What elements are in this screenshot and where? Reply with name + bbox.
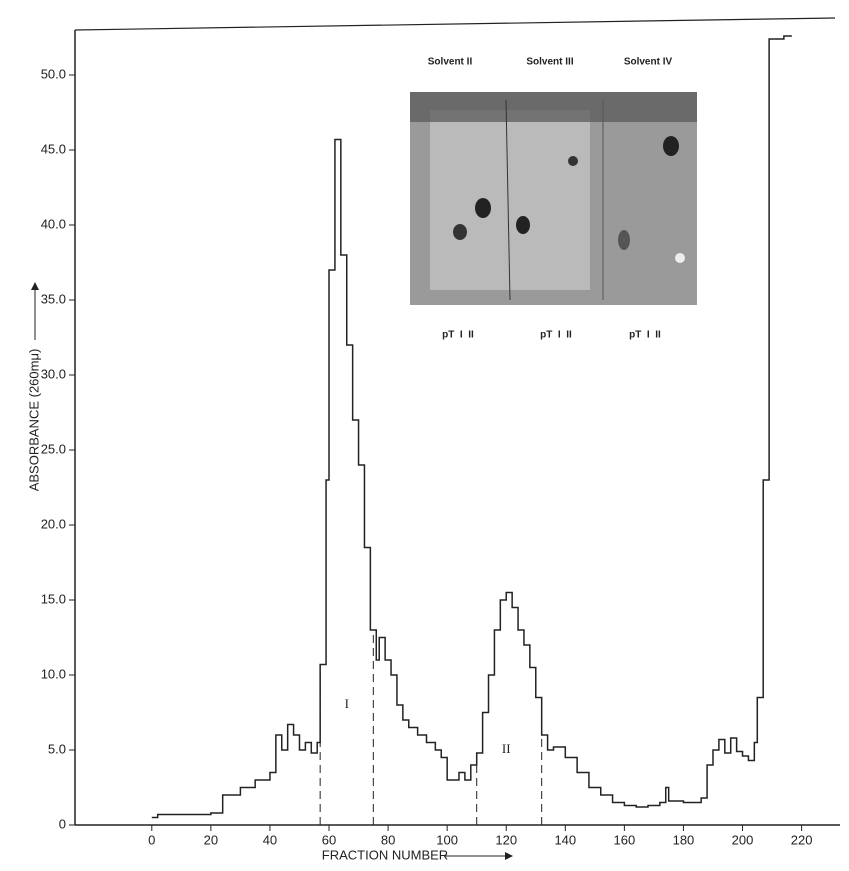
spot [618, 230, 630, 250]
y-tick-label: 30.0 [41, 366, 66, 381]
x-tick-label: 40 [263, 832, 277, 847]
peak-label: I [345, 696, 349, 711]
x-arrowhead [505, 852, 513, 860]
x-tick-label: 80 [381, 832, 395, 847]
photo-seam [505, 99, 511, 301]
spot [663, 136, 679, 156]
y-tick-label: 25.0 [41, 441, 66, 456]
x-tick-label: 160 [614, 832, 636, 847]
y-tick-label: 20.0 [41, 516, 66, 531]
y-tick-label: 15.0 [41, 591, 66, 606]
spot [516, 216, 530, 234]
photo-dark [410, 92, 697, 122]
y-tick-label: 5.0 [48, 741, 66, 756]
x-tick-label: 120 [495, 832, 517, 847]
y-tick-label: 50.0 [41, 66, 66, 81]
y-tick-label: 45.0 [41, 141, 66, 156]
x-tick-label: 20 [204, 832, 218, 847]
x-tick-label: 60 [322, 832, 336, 847]
solvent-label: Solvent III [526, 57, 573, 68]
top-frame [74, 17, 836, 31]
spot [475, 198, 491, 218]
solvent-label: Solvent IV [624, 57, 673, 68]
x-tick-label: 220 [791, 832, 813, 847]
spot [675, 253, 685, 263]
y-tick-label: 0 [59, 816, 66, 831]
y-tick-label: 10.0 [41, 666, 66, 681]
lane-label: pT I II [540, 330, 572, 341]
inset-photo: Solvent II Solvent III Solvent IV pT I II pT… [410, 57, 697, 341]
x-tick-label: 0 [148, 832, 155, 847]
x-tick-label: 140 [554, 832, 576, 847]
y-tick-label: 35.0 [41, 291, 66, 306]
spot [568, 156, 578, 166]
x-tick-label: 200 [732, 832, 754, 847]
solvent-label: Solvent II [428, 57, 473, 68]
lane-label: pT I II [442, 330, 474, 341]
y-arrowhead [31, 282, 39, 290]
y-axis-label: ABSORBANCE (260mμ) [26, 349, 41, 492]
spot [453, 224, 467, 240]
x-tick-label: 180 [673, 832, 695, 847]
x-axis-label: FRACTION NUMBER [322, 847, 448, 862]
y-tick-label: 40.0 [41, 216, 66, 231]
lane-label: pT I II [629, 330, 661, 341]
photo-light [430, 110, 590, 290]
x-tick-label: 100 [436, 832, 458, 847]
peak-label: II [502, 741, 511, 756]
